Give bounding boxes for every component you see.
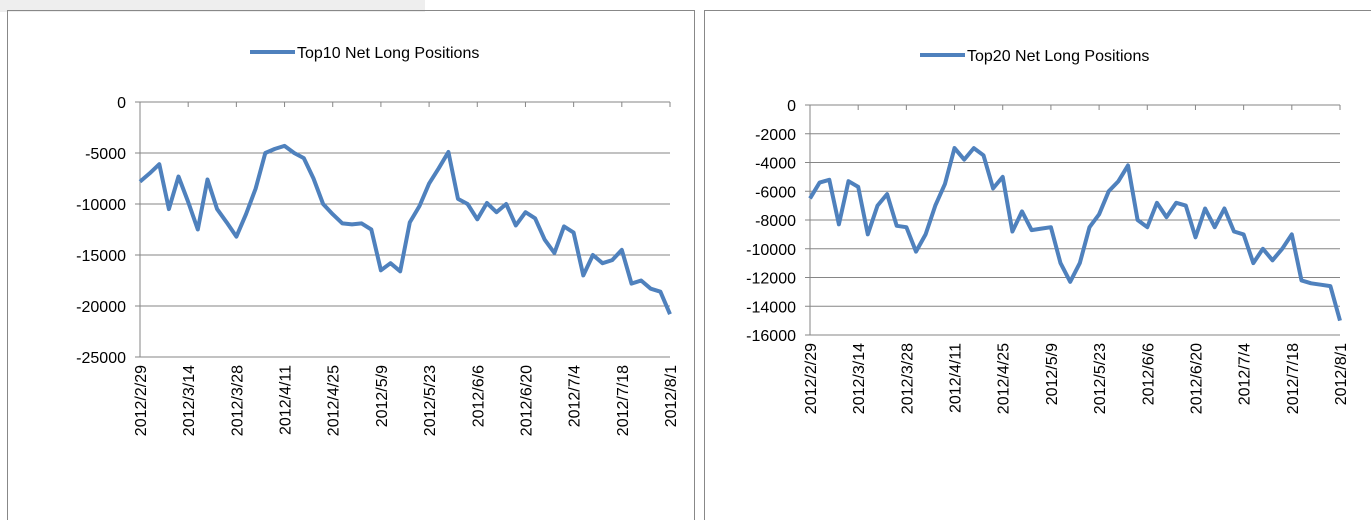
x-tick-label: 2012/3/14 bbox=[181, 365, 198, 436]
y-tick-label: -16000 bbox=[746, 328, 796, 345]
y-tick-label: -2000 bbox=[755, 127, 796, 144]
y-tick-label: 0 bbox=[787, 98, 796, 115]
x-tick-label: 2012/5/23 bbox=[422, 365, 439, 436]
y-tick-label: -8000 bbox=[755, 213, 796, 230]
y-tick-label: -4000 bbox=[755, 156, 796, 173]
x-tick-label: 2012/7/18 bbox=[615, 365, 632, 436]
x-tick-label: 2012/6/20 bbox=[1188, 343, 1205, 414]
y-tick-label: -25000 bbox=[76, 350, 126, 367]
legend-label: Top20 Net Long Positions bbox=[967, 48, 1149, 65]
y-tick-label: -5000 bbox=[85, 146, 126, 163]
x-tick-label: 2012/7/4 bbox=[567, 365, 584, 427]
x-tick-label: 2012/6/6 bbox=[1140, 343, 1157, 405]
line-series bbox=[138, 143, 672, 315]
x-tick-label: 2012/2/29 bbox=[133, 365, 150, 436]
x-tick-label: 2012/8/1 bbox=[1333, 343, 1350, 405]
y-tick-label: -14000 bbox=[746, 299, 796, 316]
y-tick-label: -12000 bbox=[746, 271, 796, 288]
y-tick-label: -10000 bbox=[746, 242, 796, 259]
x-tick-label: 2012/7/18 bbox=[1285, 343, 1302, 414]
x-tick-label: 2012/5/23 bbox=[1092, 343, 1109, 414]
x-tick-label: 2012/4/11 bbox=[278, 365, 295, 435]
y-tick-label: -6000 bbox=[755, 184, 796, 201]
x-tick-label: 2012/8/1 bbox=[663, 365, 680, 427]
x-tick-label: 2012/5/9 bbox=[1044, 343, 1061, 405]
line-series bbox=[808, 146, 1342, 322]
x-tick-label: 2012/5/9 bbox=[374, 365, 391, 427]
y-tick-label: 0 bbox=[117, 95, 126, 112]
x-tick-label: 2012/6/6 bbox=[470, 365, 487, 427]
y-tick-label: -10000 bbox=[76, 197, 126, 214]
panel-frame bbox=[704, 10, 1371, 520]
x-tick-label: 2012/2/29 bbox=[803, 343, 820, 414]
x-tick-label: 2012/4/11 bbox=[948, 343, 965, 413]
y-tick-label: -20000 bbox=[76, 299, 126, 316]
legend-label: Top10 Net Long Positions bbox=[297, 45, 479, 62]
top-band bbox=[0, 0, 425, 12]
panel-frame bbox=[7, 10, 695, 520]
x-tick-label: 2012/6/20 bbox=[518, 365, 535, 436]
x-tick-label: 2012/3/28 bbox=[899, 343, 916, 414]
y-tick-label: -15000 bbox=[76, 248, 126, 265]
x-tick-label: 2012/4/25 bbox=[996, 343, 1013, 414]
x-tick-label: 2012/3/28 bbox=[229, 365, 246, 436]
x-tick-label: 2012/4/25 bbox=[326, 365, 343, 436]
x-tick-label: 2012/7/4 bbox=[1237, 343, 1254, 405]
x-tick-label: 2012/3/14 bbox=[851, 343, 868, 414]
